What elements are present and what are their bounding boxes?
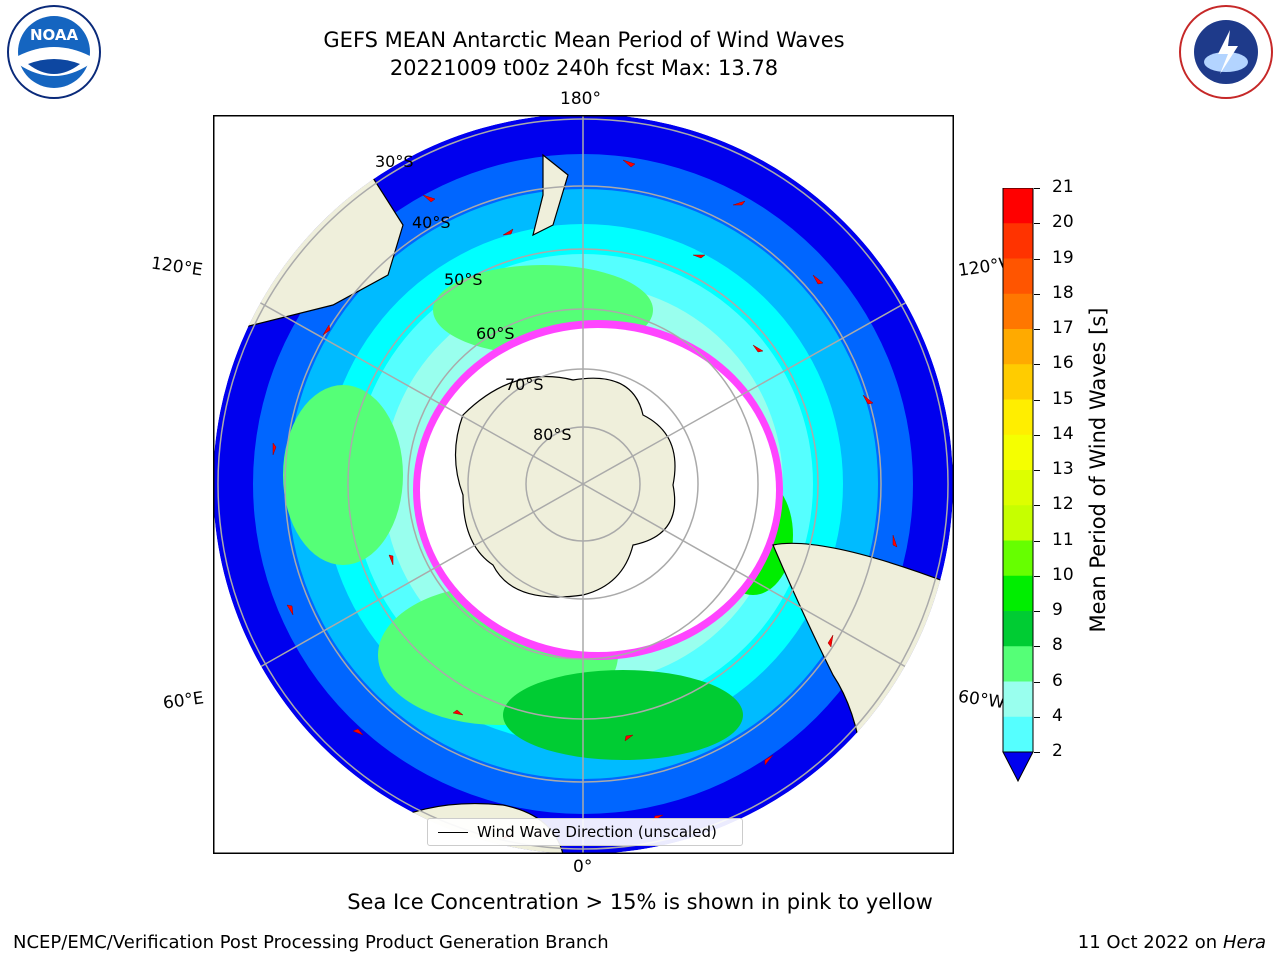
- noaa-logo: NOAA: [6, 4, 102, 100]
- colorbar-tick-label: 18: [1052, 282, 1074, 303]
- lat-label-30: 30°S: [375, 152, 414, 171]
- wave-patch: [283, 385, 403, 565]
- lon-label-180: 180°: [560, 89, 601, 109]
- colorbar-tick-label: 2: [1052, 741, 1063, 761]
- colorbar-label: Mean Period of Wind Waves [s]: [1086, 307, 1110, 633]
- colorbar-segment: [1003, 188, 1033, 224]
- footer-branch: NCEP/EMC/Verification Post Processing Pr…: [13, 932, 609, 953]
- colorbar-tick-mark: [1034, 611, 1040, 612]
- colorbar-segment: [1003, 646, 1033, 682]
- legend-label: Wind Wave Direction (unscaled): [477, 823, 717, 841]
- colorbar-tick-mark: [1034, 540, 1040, 542]
- colorbar-tick-mark: [1034, 399, 1040, 401]
- lon-label-60w: 60°W: [956, 686, 1007, 714]
- colorbar-tick-label: 21: [1052, 177, 1074, 197]
- colorbar-segment: [1003, 505, 1033, 541]
- colorbar-tick-mark: [1034, 364, 1040, 366]
- colorbar-tick-mark: [1034, 646, 1040, 648]
- colorbar: [1002, 187, 1034, 783]
- lon-label-0: 0°: [573, 857, 593, 877]
- colorbar-segment: [1003, 293, 1033, 330]
- footer-date: 11 Oct 2022 on Hera: [1078, 932, 1266, 953]
- colorbar-segment: [1003, 716, 1033, 753]
- footer-date-text: 11 Oct 2022 on: [1077, 932, 1223, 953]
- colorbar-segment: [1003, 470, 1033, 506]
- colorbar-segment: [1003, 364, 1033, 400]
- colorbar-tick-label: 20: [1052, 212, 1074, 233]
- legend-line-swatch: [438, 831, 468, 833]
- footer-system: Hera: [1222, 932, 1266, 953]
- colorbar-tick-mark: [1034, 681, 1040, 683]
- colorbar-tick-label: 19: [1052, 247, 1074, 268]
- chart-title-line2: 20221009 t00z 240h fcst Max: 13.78: [389, 56, 779, 80]
- colorbar-tick-mark: [1034, 752, 1040, 753]
- colorbar-tick-mark: [1034, 575, 1040, 577]
- colorbar-segment: [1003, 681, 1033, 718]
- colorbar-tick-label: 10: [1052, 564, 1074, 585]
- lat-label-80: 80°S: [533, 425, 572, 444]
- lat-label-70: 70°S: [505, 375, 544, 394]
- lon-label-120e: 120°E: [149, 253, 204, 281]
- antarctica-landmass: [454, 375, 676, 598]
- lon-label-60e: 60°E: [161, 688, 206, 714]
- colorbar-tick-mark: [1034, 329, 1040, 330]
- polar-map-svg: [213, 115, 954, 854]
- wind-wave-arrows: [272, 159, 898, 840]
- colorbar-tick-label: 6: [1052, 670, 1063, 691]
- colorbar-border: [1002, 187, 1034, 753]
- colorbar-segment: [1003, 611, 1033, 647]
- colorbar-tick-label: 4: [1052, 705, 1063, 726]
- map-frame: [213, 115, 954, 854]
- colorbar-svg: [1002, 187, 1034, 783]
- chart-title-line1: GEFS MEAN Antarctic Mean Period of Wind …: [323, 28, 845, 52]
- colorbar-segment: [1003, 575, 1033, 612]
- lat-label-60: 60°S: [476, 324, 515, 343]
- colorbar-tick-mark: [1034, 223, 1040, 225]
- noaa-logo-text: NOAA: [30, 26, 79, 44]
- nws-logo: [1178, 4, 1274, 100]
- lat-label-50: 50°S: [444, 270, 483, 289]
- colorbar-tick-label: 17: [1052, 318, 1074, 338]
- colorbar-tick-mark: [1034, 188, 1040, 189]
- colorbar-segment: [1003, 329, 1033, 365]
- colorbar-tick-label: 15: [1052, 388, 1074, 409]
- map-panel: [213, 115, 954, 854]
- colorbar-tick-mark: [1034, 434, 1040, 436]
- colorbar-extend-arrow: [1002, 751, 1034, 783]
- colorbar-segment: [1003, 540, 1033, 577]
- colorbar-segment: [1003, 399, 1033, 436]
- colorbar-tick-mark: [1034, 716, 1040, 718]
- colorbar-ticks: 21 20 19 18 17 16 15 14 13 12 11 10 9 8 6 4 2: [1034, 177, 1090, 788]
- colorbar-tick-label: 12: [1052, 494, 1074, 515]
- colorbar-tick-label: 14: [1052, 423, 1074, 444]
- colorbar-tick-label: 8: [1052, 635, 1063, 656]
- colorbar-tick-label: 16: [1052, 353, 1074, 374]
- colorbar-tick-label: 13: [1052, 459, 1074, 479]
- colorbar-tick-mark: [1034, 258, 1040, 260]
- colorbar-segment: [1003, 434, 1033, 471]
- lat-label-40: 40°S: [412, 213, 451, 232]
- map-legend: Wind Wave Direction (unscaled): [427, 818, 743, 846]
- colorbar-segment: [1003, 223, 1033, 259]
- colorbar-tick-mark: [1034, 470, 1040, 471]
- colorbar-tick-label: 9: [1052, 600, 1063, 620]
- colorbar-tick-label: 11: [1052, 529, 1074, 550]
- colorbar-tick-mark: [1034, 505, 1040, 507]
- sea-ice-note: Sea Ice Concentration > 15% is shown in …: [347, 890, 933, 914]
- colorbar-tick-mark: [1034, 293, 1040, 295]
- colorbar-segment: [1003, 258, 1033, 295]
